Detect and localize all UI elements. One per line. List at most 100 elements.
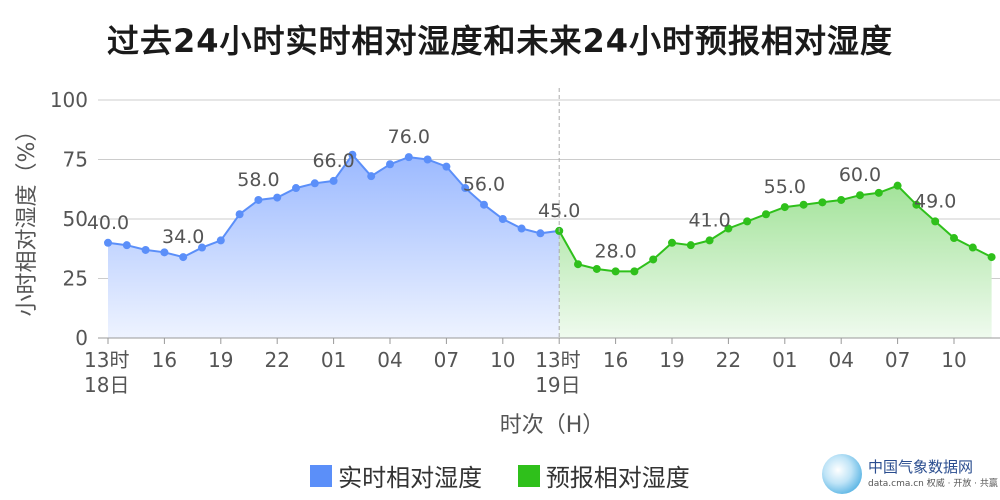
data-point[interactable] — [874, 188, 883, 197]
data-point[interactable] — [442, 162, 451, 171]
y-tick-label: 25 — [63, 267, 88, 291]
y-tick-label: 0 — [75, 326, 88, 350]
legend-swatch-forecast — [517, 464, 540, 487]
data-point[interactable] — [950, 234, 958, 243]
data-point[interactable] — [273, 193, 282, 202]
data-point[interactable] — [141, 245, 150, 254]
data-point[interactable] — [160, 248, 169, 257]
data-label: 58.0 — [237, 169, 279, 191]
data-point[interactable] — [329, 176, 338, 185]
data-point[interactable] — [216, 236, 225, 245]
series-area-0 — [108, 154, 560, 338]
data-point[interactable] — [367, 172, 376, 181]
x-tick-label: 01 — [772, 348, 797, 372]
data-label: 55.0 — [764, 176, 806, 198]
data-point[interactable] — [386, 160, 394, 169]
data-point[interactable] — [987, 253, 996, 262]
data-point[interactable] — [198, 243, 206, 252]
data-point[interactable] — [122, 241, 131, 250]
data-point[interactable] — [348, 150, 357, 159]
x-tick-label: 13时 — [84, 348, 129, 372]
data-point[interactable] — [235, 210, 244, 219]
data-point[interactable] — [179, 253, 188, 262]
data-point[interactable] — [536, 229, 545, 238]
legend-item-forecast[interactable]: 预报相对湿度 — [517, 458, 690, 493]
data-point[interactable] — [292, 184, 300, 193]
data-point[interactable] — [743, 217, 752, 226]
data-point[interactable] — [837, 195, 846, 204]
y-tick-label: 75 — [63, 148, 88, 172]
data-point[interactable] — [480, 200, 488, 209]
data-point[interactable] — [630, 267, 639, 276]
data-point[interactable] — [254, 195, 263, 204]
y-tick-label: 100 — [50, 88, 88, 112]
logo-name-cn: 中国气象数据网 — [868, 458, 974, 476]
x-tick-label: 19 — [208, 348, 233, 372]
series-points — [104, 150, 996, 276]
data-point[interactable] — [498, 215, 507, 223]
x-tick-label: 04 — [828, 348, 853, 372]
x-axis-label: 时次（H） — [500, 413, 605, 438]
x-tick-sublabel: 18日 — [84, 373, 129, 397]
x-tick-label: 04 — [377, 348, 402, 372]
data-point[interactable] — [856, 191, 864, 200]
data-label: 49.0 — [914, 190, 956, 212]
legend-label-actual: 实时相对湿度 — [338, 464, 483, 492]
x-tick-label: 07 — [885, 348, 910, 372]
data-point[interactable] — [423, 155, 432, 164]
data-label: 60.0 — [839, 164, 881, 186]
chart-title: 过去24小时实时相对湿度和未来24小时预报相对湿度 — [106, 22, 894, 60]
x-tick-sublabel: 19日 — [535, 373, 580, 397]
x-tick-label: 07 — [434, 348, 459, 372]
data-point[interactable] — [611, 267, 620, 276]
data-point[interactable] — [668, 238, 676, 247]
data-point[interactable] — [310, 179, 319, 188]
x-tick-label: 13时 — [535, 348, 580, 372]
data-point[interactable] — [649, 255, 658, 264]
data-point[interactable] — [780, 203, 789, 212]
data-point[interactable] — [893, 181, 902, 190]
data-point[interactable] — [931, 217, 940, 226]
x-tick-label: 19 — [659, 348, 684, 372]
x-tick-label: 16 — [603, 348, 628, 372]
logo-name-en: data.cma.cn 权威 · 开放 · 共赢 — [868, 479, 998, 489]
data-point[interactable] — [574, 260, 582, 269]
data-point[interactable] — [724, 224, 733, 233]
x-tick-label: 10 — [490, 348, 515, 372]
data-label: 28.0 — [594, 240, 636, 262]
legend-swatch-actual — [310, 464, 333, 487]
data-label: 34.0 — [162, 226, 204, 248]
data-label: 40.0 — [87, 212, 129, 234]
data-point[interactable] — [705, 236, 714, 245]
x-tick-label: 01 — [321, 348, 346, 372]
globe-logo-icon — [822, 454, 862, 494]
legend-item-actual[interactable]: 实时相对湿度 — [310, 458, 482, 493]
y-tick-label: 50 — [63, 207, 88, 231]
data-point[interactable] — [592, 264, 601, 273]
series-area-1 — [559, 185, 992, 338]
data-point[interactable] — [912, 200, 921, 209]
data-label: 41.0 — [688, 209, 730, 231]
data-point[interactable] — [762, 210, 770, 219]
data-point[interactable] — [104, 238, 112, 247]
y-axis-label: 小时相对湿度（%） — [15, 120, 40, 317]
data-point[interactable] — [799, 200, 808, 209]
data-point[interactable] — [686, 241, 695, 250]
series-areas — [108, 154, 992, 338]
data-point[interactable] — [404, 153, 413, 162]
data-label: 56.0 — [463, 174, 505, 196]
legend: 实时相对湿度 预报相对湿度 — [0, 458, 1000, 493]
data-point[interactable] — [461, 184, 470, 193]
data-point[interactable] — [818, 198, 827, 207]
data-label: 66.0 — [312, 150, 354, 172]
data-point[interactable] — [968, 243, 977, 252]
data-label: 76.0 — [388, 126, 430, 148]
data-point[interactable] — [517, 224, 526, 233]
x-tick-label: 16 — [152, 348, 177, 372]
x-tick-label: 10 — [941, 348, 966, 372]
x-tick-label: 22 — [264, 348, 289, 372]
legend-label-forecast: 预报相对湿度 — [545, 464, 690, 492]
cma-logo: 中国气象数据网 data.cma.cn 权威 · 开放 · 共赢 — [822, 452, 998, 496]
